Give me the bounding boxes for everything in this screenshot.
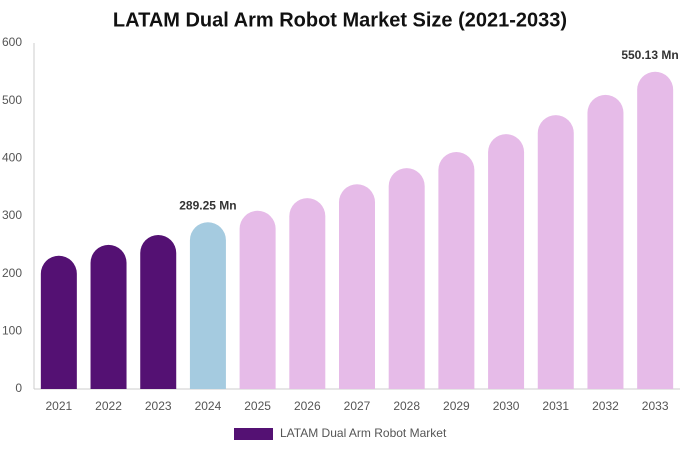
legend-label: LATAM Dual Arm Robot Market [280,426,447,440]
y-tick-label: 0 [15,381,22,395]
value-label: 289.25 Mn [179,198,236,212]
bar [40,255,77,389]
bar [637,71,674,390]
x-tick-label: 2028 [393,399,420,413]
bar [289,198,326,389]
bar [140,235,177,389]
x-tick-label: 2030 [493,399,520,413]
x-tick-label: 2033 [642,399,669,413]
legend-swatch [234,428,273,440]
x-tick-label: 2032 [592,399,619,413]
bar [339,184,375,389]
x-tick-label: 2026 [294,399,321,413]
y-tick-label: 400 [2,151,22,165]
bar [438,151,475,389]
y-tick-label: 600 [2,35,22,49]
y-tick-label: 200 [2,266,22,280]
bar [90,244,127,389]
x-tick-label: 2022 [95,399,122,413]
x-tick-label: 2025 [244,399,271,413]
bar [488,134,525,389]
bar [388,168,425,389]
x-tick-label: 2021 [45,399,72,413]
chart-title: LATAM Dual Arm Robot Market Size (2021-2… [113,9,567,31]
value-label: 550.13 Mn [621,48,678,62]
x-tick-label: 2023 [145,399,172,413]
bar [587,94,624,389]
y-tick-label: 500 [2,93,22,107]
x-tick-label: 2031 [542,399,569,413]
y-tick-label: 300 [2,208,22,222]
x-tick-label: 2029 [443,399,470,413]
bar [239,210,276,389]
y-tick-label: 100 [2,324,22,338]
bar [189,222,226,389]
bar [537,115,574,390]
x-tick-label: 2027 [344,399,371,413]
x-tick-label: 2024 [195,399,222,413]
